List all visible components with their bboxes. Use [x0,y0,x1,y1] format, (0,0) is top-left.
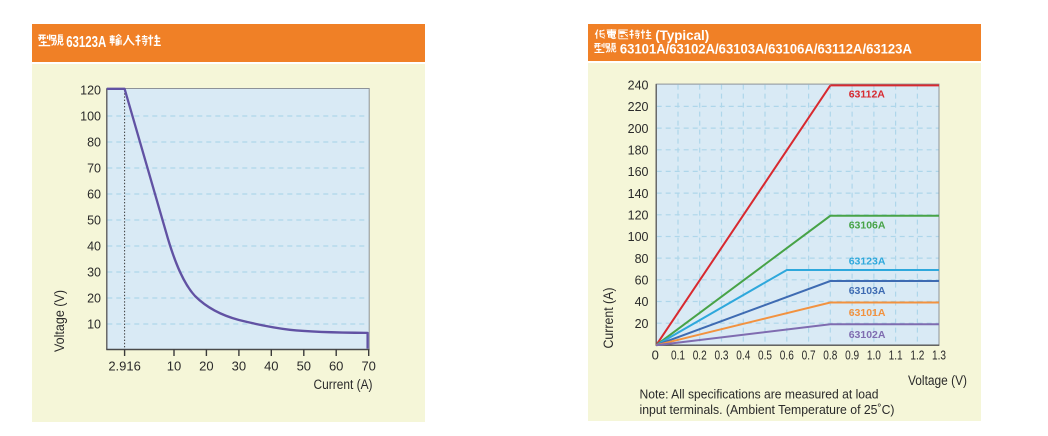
svg-text:100: 100 [628,230,649,244]
svg-text:0.6: 0.6 [780,348,794,363]
svg-text:70: 70 [361,359,375,374]
svg-text:30: 30 [87,266,101,280]
svg-text:63102A: 63102A [849,329,886,341]
svg-text:0.3: 0.3 [715,348,729,363]
svg-text:60: 60 [329,359,343,374]
svg-text:60: 60 [635,274,649,288]
svg-text:60: 60 [87,188,101,202]
svg-text:50: 50 [87,214,101,228]
svg-text:140: 140 [628,187,649,201]
svg-text:2.916: 2.916 [108,359,141,374]
svg-text:80: 80 [635,252,649,266]
svg-text:20: 20 [635,317,649,331]
svg-text:20: 20 [199,359,213,374]
svg-text:0.4: 0.4 [736,348,750,363]
svg-text:63112A: 63112A [849,89,886,101]
svg-text:63101A/63102A/63103A/63106A/63: 63101A/63102A/63103A/63106A/63112A/63123… [620,41,912,56]
svg-text:(Typical): (Typical) [655,28,709,43]
svg-text:Voltage (V): Voltage (V) [52,290,67,352]
svg-text:Note: All specifications are m: Note: All specifications are measured at… [640,386,879,401]
svg-text:1.1: 1.1 [889,348,903,363]
svg-text:120: 120 [80,84,101,98]
svg-text:0: 0 [652,348,659,363]
svg-text:63103A: 63103A [849,285,886,297]
svg-text:10: 10 [167,359,181,374]
svg-text:200: 200 [628,122,649,136]
svg-text:10: 10 [87,318,101,332]
svg-text:input terminals. (Ambient Temp: input terminals. (Ambient Temperature of… [640,402,895,417]
svg-text:Current (A): Current (A) [601,288,616,349]
svg-text:63106A: 63106A [849,219,886,231]
svg-text:0.2: 0.2 [693,348,707,363]
svg-text:20: 20 [87,292,101,306]
svg-text:240: 240 [628,78,649,92]
svg-text:0.5: 0.5 [758,348,772,363]
svg-text:0.9: 0.9 [845,348,859,363]
svg-text:0.1: 0.1 [671,348,685,363]
svg-text:50: 50 [297,359,311,374]
svg-text:120: 120 [628,209,649,223]
svg-text:70: 70 [87,162,101,176]
svg-text:40: 40 [87,240,101,254]
svg-text:180: 180 [628,143,649,157]
svg-text:1.2: 1.2 [910,348,924,363]
svg-text:0.7: 0.7 [802,348,816,363]
svg-text:63123A: 63123A [849,255,886,267]
svg-text:Voltage (V): Voltage (V) [908,373,967,388]
svg-text:Current (A): Current (A) [314,377,373,392]
svg-text:220: 220 [628,100,649,114]
svg-text:40: 40 [264,359,278,374]
svg-text:63123A: 63123A [66,34,106,51]
svg-text:100: 100 [80,110,101,124]
svg-text:0.8: 0.8 [823,348,837,363]
svg-text:80: 80 [87,136,101,150]
svg-text:160: 160 [628,165,649,179]
svg-text:63101A: 63101A [849,307,886,319]
svg-text:1.0: 1.0 [867,348,881,363]
svg-text:30: 30 [232,359,246,374]
svg-text:1.3: 1.3 [932,348,946,363]
svg-text:40: 40 [635,295,649,309]
